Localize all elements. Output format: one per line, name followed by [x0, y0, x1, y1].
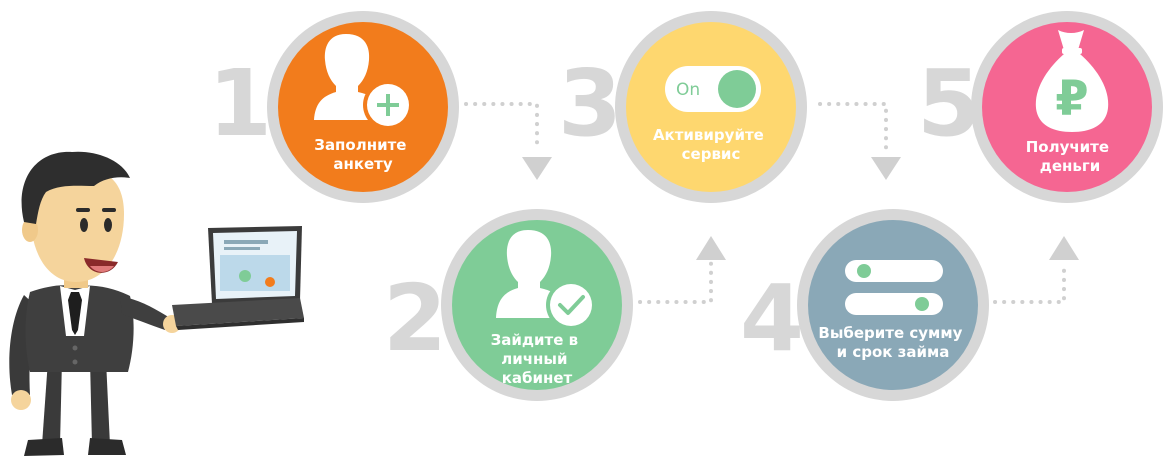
- connector-2-3: [638, 236, 726, 304]
- ruble-symbol: ₽: [1055, 71, 1088, 127]
- step-4-label: Выберите сумму и срок займа: [818, 324, 967, 361]
- step-3-label: Активируйте сервис: [653, 126, 769, 163]
- sliders-icon: [845, 260, 943, 315]
- step-2-number: 2: [383, 265, 447, 372]
- toggle-on-label: On: [676, 80, 700, 100]
- step-2-label: Зайдите в личный кабинет: [491, 331, 584, 387]
- money-bag-ruble-icon: ₽: [1035, 30, 1109, 132]
- step-1-label: Заполните анкету: [314, 136, 411, 173]
- laptop: [172, 226, 304, 330]
- step-4-number: 4: [740, 265, 804, 372]
- user-add-icon: [314, 34, 413, 130]
- connector-1-2: [464, 102, 552, 180]
- hair: [21, 151, 131, 224]
- toggle-on-icon: On: [665, 66, 761, 112]
- tie: [68, 292, 82, 335]
- step-3: On Активируйте сервис: [615, 11, 807, 203]
- businessman-with-laptop-illustration: [9, 151, 304, 456]
- right-shoe: [88, 438, 126, 455]
- connector-4-5: [993, 236, 1079, 304]
- step-5: ₽ Получите деньги: [971, 11, 1163, 203]
- face: [30, 168, 124, 282]
- step-1: Заполните анкету: [267, 11, 459, 203]
- step-3-number: 3: [558, 50, 622, 157]
- step-1-number: 1: [208, 50, 272, 157]
- user-check-icon: [496, 230, 596, 330]
- step-5-label: Получите деньги: [1026, 138, 1115, 175]
- connector-3-4: [818, 102, 901, 180]
- step-2: Зайдите в личный кабинет: [441, 209, 633, 401]
- left-shoe: [24, 438, 64, 456]
- step-5-number: 5: [917, 50, 981, 157]
- step-4: Выберите сумму и срок займа: [797, 209, 989, 401]
